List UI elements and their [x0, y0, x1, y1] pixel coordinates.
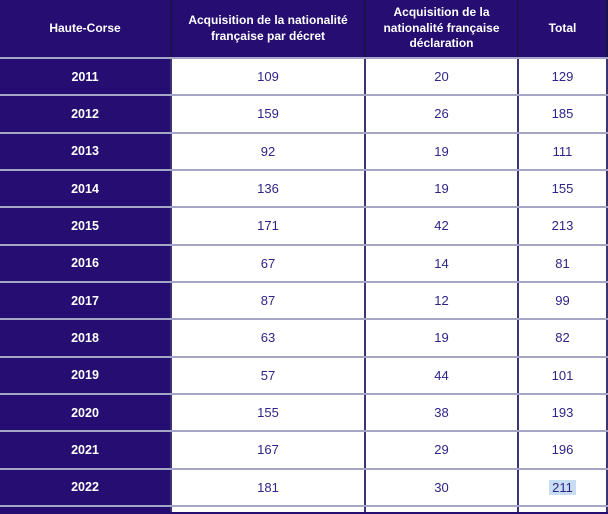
total-value: 193	[551, 405, 574, 421]
declaration-value-cell: 44	[364, 357, 517, 393]
year-cell: 2019	[0, 357, 170, 393]
year-cell: 2018	[0, 320, 170, 356]
table-row: 2020 155 38 193	[0, 392, 608, 431]
total-value-cell: 213	[517, 208, 608, 244]
total-value-cell: 196	[517, 432, 608, 468]
total-value-cell: 129	[517, 59, 608, 95]
total-value-cell: 111	[517, 133, 608, 169]
year-cell: 2011	[0, 59, 170, 95]
table-row: 2016 67 14 81	[0, 243, 608, 281]
total-value: 111	[552, 143, 573, 159]
selected-total-value: 211	[549, 479, 576, 495]
table-row: 2018 63 19 82	[0, 318, 608, 356]
partial-cell	[364, 506, 517, 512]
total-value-cell: 155	[517, 170, 608, 207]
decret-value-cell: 159	[170, 96, 364, 132]
header-acquisition-decret: Acquisition de la nationalité française …	[170, 0, 364, 57]
table-row: 2017 87 12 99	[0, 280, 608, 319]
declaration-value-cell: 14	[364, 245, 517, 281]
year-cell: 2014	[0, 170, 170, 207]
table-row: 2014 136 19 155	[0, 168, 608, 207]
decret-value-cell: 63	[170, 320, 364, 356]
decret-value-cell: 171	[170, 208, 364, 244]
total-value: 101	[551, 367, 574, 383]
year-cell: 2022	[0, 469, 170, 505]
total-value-cell: 185	[517, 96, 608, 132]
total-value: 155	[551, 181, 574, 197]
table-row: 2021 167 29 196	[0, 430, 608, 468]
declaration-value-cell: 29	[364, 432, 517, 468]
partial-cell	[517, 506, 608, 512]
declaration-value-cell: 20	[364, 59, 517, 95]
total-value-cell: 81	[517, 245, 608, 281]
decret-value-cell: 87	[170, 282, 364, 319]
decret-value-cell: 57	[170, 357, 364, 393]
total-value: 82	[555, 330, 570, 346]
decret-value-cell: 181	[170, 469, 364, 505]
header-region: Haute-Corse	[0, 0, 170, 57]
total-value-cell: 211	[517, 469, 608, 505]
declaration-value-cell: 38	[364, 394, 517, 431]
decret-value-cell: 136	[170, 170, 364, 207]
declaration-value-cell: 42	[364, 208, 517, 244]
table-row: 2019 57 44 101	[0, 355, 608, 393]
header-acquisition-declaration: Acquisition de la nationalité française …	[364, 0, 517, 57]
total-value-cell: 99	[517, 282, 608, 319]
table-row: 2015 171 42 213	[0, 206, 608, 244]
year-cell: 2013	[0, 133, 170, 169]
decret-value-cell: 67	[170, 245, 364, 281]
total-value: 129	[551, 69, 574, 85]
cutoff-partial-row	[0, 504, 608, 514]
total-value: 196	[551, 442, 574, 458]
decret-value-cell: 92	[170, 133, 364, 169]
declaration-value-cell: 26	[364, 96, 517, 132]
declaration-value-cell: 30	[364, 469, 517, 505]
total-value-cell: 82	[517, 320, 608, 356]
year-cell: 2021	[0, 432, 170, 468]
total-value-cell: 101	[517, 357, 608, 393]
declaration-value-cell: 19	[364, 133, 517, 169]
declaration-value-cell: 19	[364, 170, 517, 207]
table-row: 2012 159 26 185	[0, 94, 608, 132]
total-value-cell: 193	[517, 394, 608, 431]
total-value: 213	[551, 218, 574, 234]
year-cell: 2016	[0, 245, 170, 281]
table-row: 2013 92 19 111	[0, 131, 608, 169]
year-cell: 2015	[0, 208, 170, 244]
year-cell: 2020	[0, 394, 170, 431]
total-value: 185	[551, 106, 574, 122]
declaration-value-cell: 12	[364, 282, 517, 319]
year-cell: 2012	[0, 96, 170, 132]
header-total: Total	[517, 0, 608, 57]
table-row: 2011 109 20 129	[0, 57, 608, 95]
partial-cell	[170, 506, 364, 512]
year-cell: 2017	[0, 282, 170, 319]
decret-value-cell: 109	[170, 59, 364, 95]
declaration-value-cell: 19	[364, 320, 517, 356]
table-header-row: Haute-Corse Acquisition de la nationalit…	[0, 0, 608, 57]
decret-value-cell: 155	[170, 394, 364, 431]
total-value: 81	[555, 255, 570, 271]
decret-value-cell: 167	[170, 432, 364, 468]
partial-year-cell	[0, 506, 170, 512]
table-row: 2022 181 30 211	[0, 467, 608, 505]
total-value: 99	[555, 293, 570, 309]
